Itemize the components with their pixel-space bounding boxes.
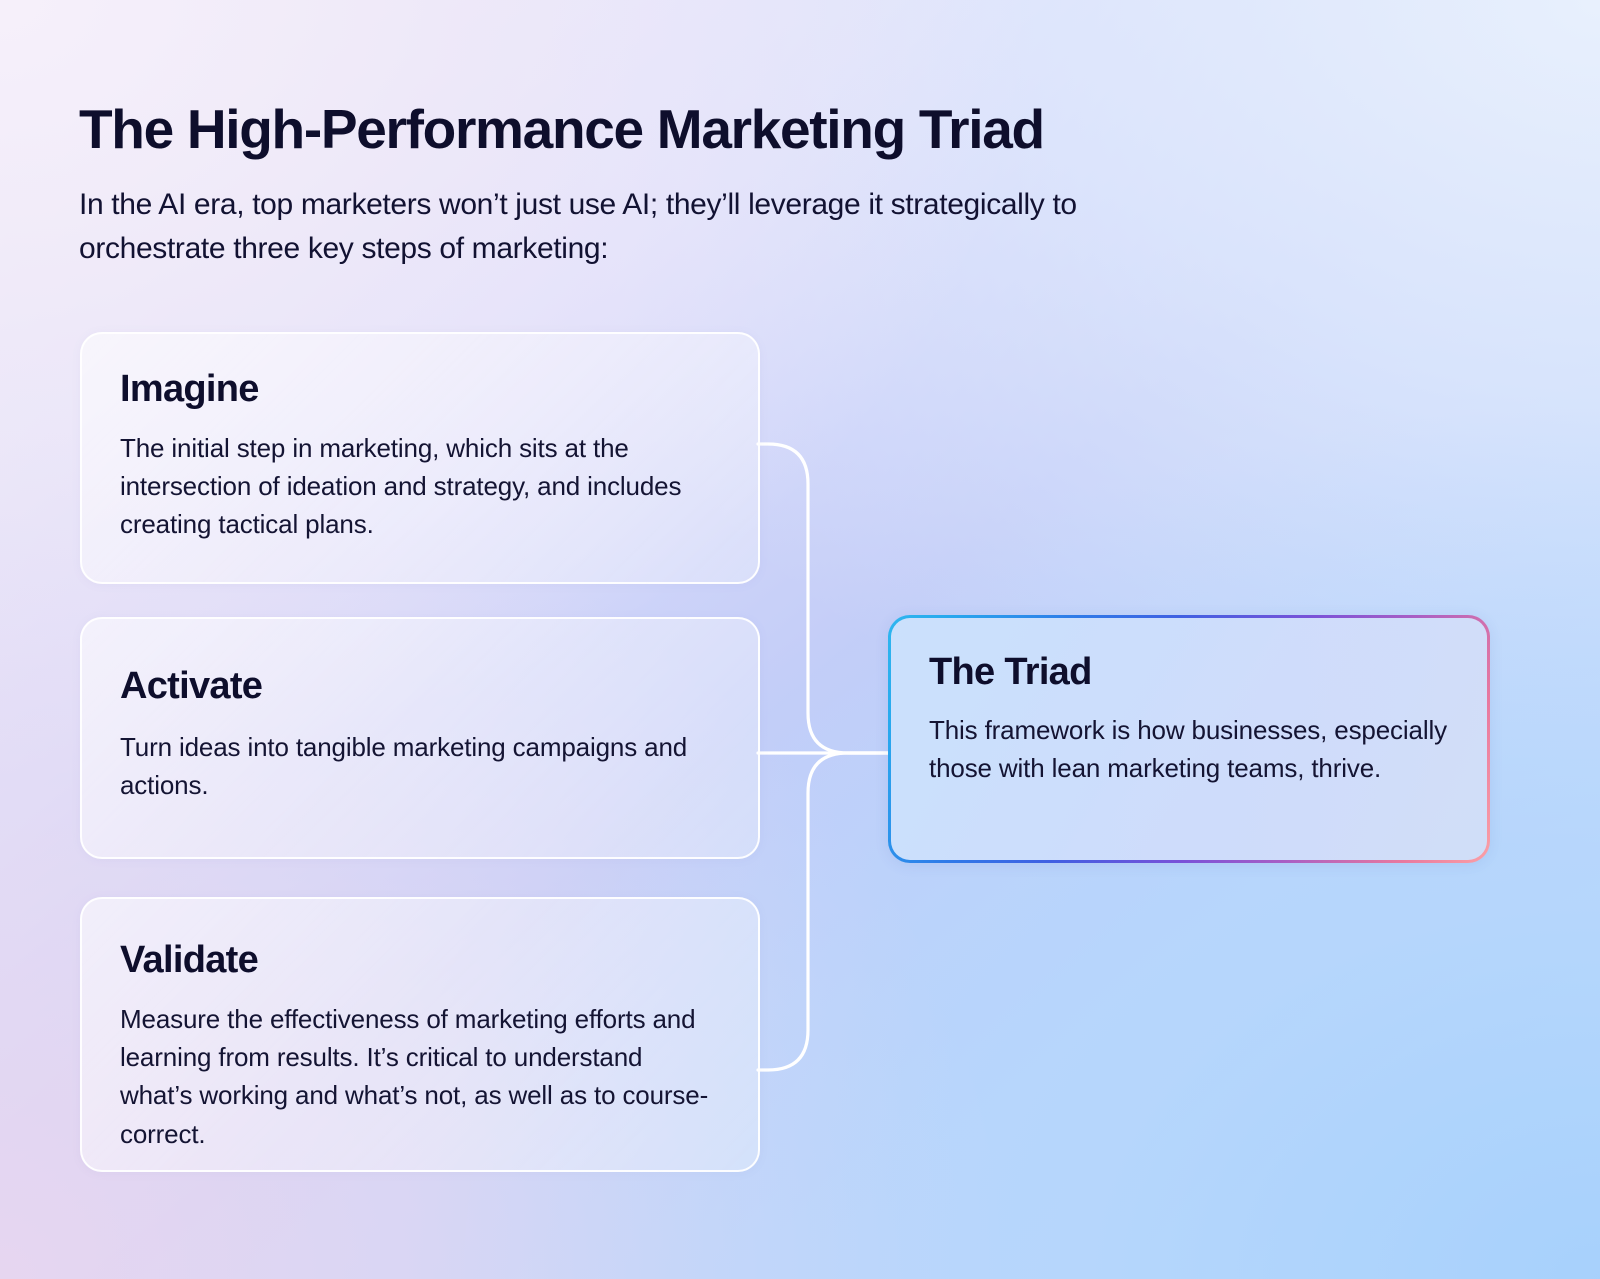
step-body-activate: Turn ideas into tangible marketing campa…: [120, 731, 688, 801]
connector-imagine: [756, 442, 890, 755]
connector-validate: [756, 751, 890, 1072]
step-card-validate: Validate Measure the effectiveness of ma…: [80, 897, 760, 1172]
page-subtitle: In the AI era, top marketers won’t just …: [79, 188, 1077, 266]
step-title-validate: Validate: [120, 939, 259, 981]
header: The High-Performance Marketing Triad In …: [79, 98, 1319, 272]
step-card-imagine: Imagine The initial step in marketing, w…: [80, 332, 760, 584]
step-title-activate: Activate: [120, 665, 263, 707]
step-body-imagine: The initial step in marketing, which sit…: [120, 432, 682, 540]
outcome-card-inner: The Triad This framework is how business…: [891, 618, 1487, 860]
outcome-card-triad: The Triad This framework is how business…: [888, 615, 1490, 863]
page-title: The High-Performance Marketing Triad: [79, 98, 1045, 160]
step-card-activate: Activate Turn ideas into tangible market…: [80, 617, 760, 859]
outcome-title: The Triad: [929, 651, 1092, 693]
step-body-validate: Measure the effectiveness of marketing e…: [120, 1003, 709, 1149]
outcome-body: This framework is how businesses, especi…: [929, 714, 1447, 784]
step-title-imagine: Imagine: [120, 368, 259, 410]
